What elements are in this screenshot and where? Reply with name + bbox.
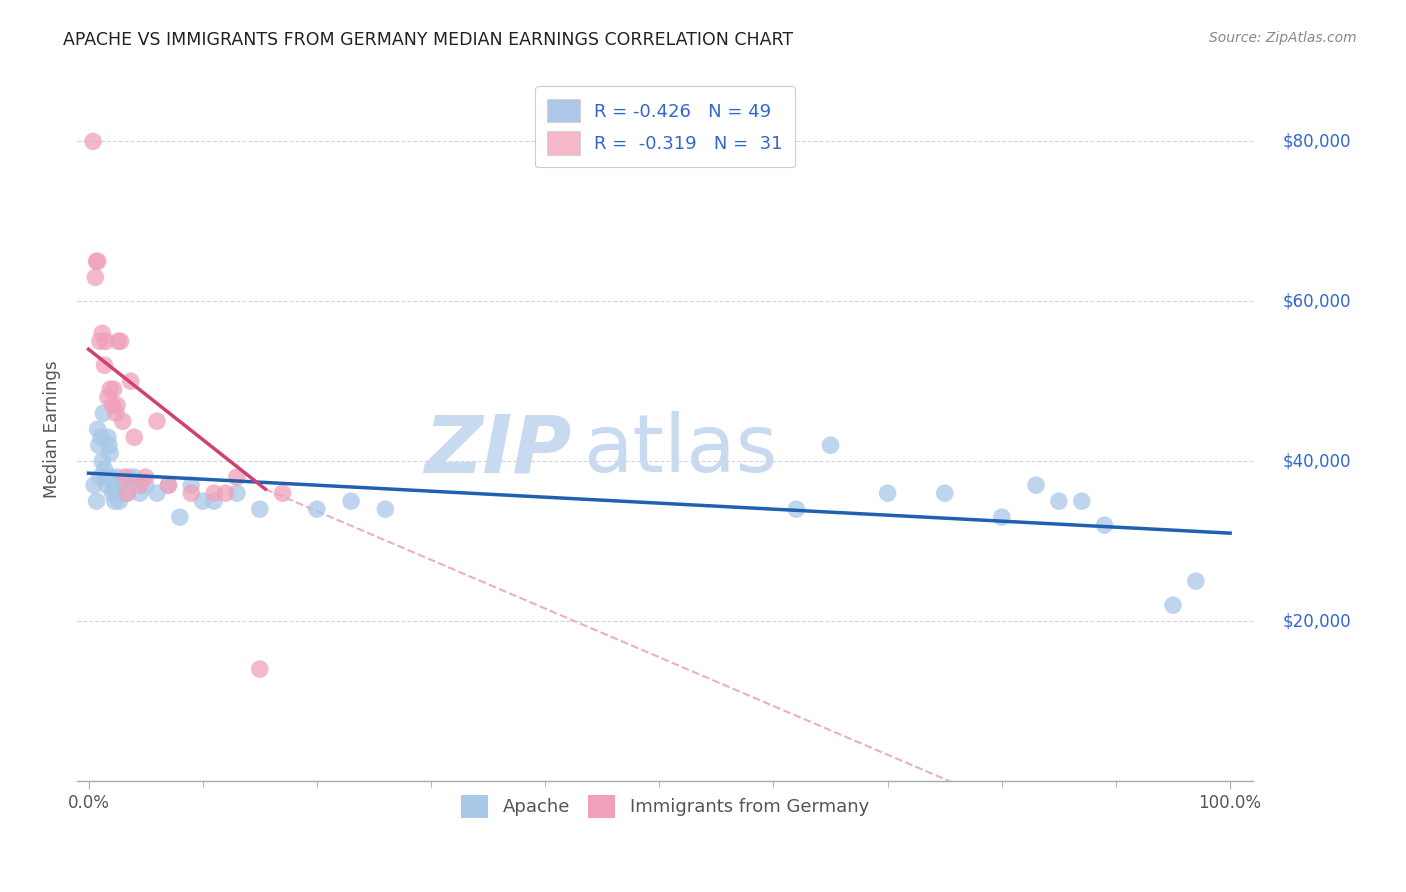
Point [86,254,108,268]
Point [1025,478,1047,492]
Point [103,478,125,492]
Text: $80,000: $80,000 [1282,132,1351,151]
Point [90,430,112,444]
Point [876,486,898,500]
Point [87,438,110,452]
Point [271,486,294,500]
Point [249,502,271,516]
Point [105,470,128,484]
Point [107,334,129,349]
Text: ZIP: ZIP [423,411,571,490]
Point [226,486,249,500]
Text: atlas: atlas [582,411,778,490]
Point [115,486,138,500]
Point [122,470,145,484]
Point [97,390,120,404]
Point [991,510,1014,524]
Point [86,494,108,508]
Y-axis label: Median Earnings: Median Earnings [44,360,60,498]
Point [122,430,145,444]
Point [374,502,396,516]
Point [91,454,114,468]
Text: Source: ZipAtlas.com: Source: ZipAtlas.com [1209,31,1357,45]
Point [114,470,136,484]
Point [104,486,127,500]
Text: APACHE VS IMMIGRANTS FROM GERMANY MEDIAN EARNINGS CORRELATION CHART: APACHE VS IMMIGRANTS FROM GERMANY MEDIAN… [63,31,793,49]
Point [93,462,115,476]
Point [83,478,105,492]
Point [89,334,111,349]
Text: $40,000: $40,000 [1282,452,1351,470]
Text: $20,000: $20,000 [1282,612,1351,630]
Point [111,414,134,428]
Point [117,486,139,500]
Point [135,470,157,484]
Point [1185,574,1208,588]
Point [226,470,249,484]
Point [101,398,124,412]
Point [101,486,124,500]
Point [146,414,169,428]
Point [934,486,956,500]
Point [180,478,202,492]
Point [94,470,117,484]
Point [105,398,128,412]
Point [169,510,191,524]
Point [104,406,127,420]
Point [97,430,120,444]
Point [110,334,132,349]
Point [118,470,141,484]
Point [202,494,225,508]
Point [111,478,134,492]
Point [785,502,807,516]
Point [202,486,225,500]
Point [305,502,328,516]
Point [191,494,214,508]
Point [180,486,202,500]
Point [108,494,131,508]
Point [128,486,150,500]
Point [86,254,108,268]
Point [96,478,118,492]
Point [146,486,169,500]
Point [104,494,127,508]
Point [82,135,104,149]
Point [98,438,121,452]
Point [86,422,108,436]
Legend: Apache, Immigrants from Germany: Apache, Immigrants from Germany [454,789,876,825]
Point [820,438,842,452]
Point [100,470,122,484]
Point [1094,518,1116,533]
Text: $60,000: $60,000 [1282,293,1351,310]
Point [98,382,121,396]
Point [135,478,157,492]
Point [91,326,114,341]
Point [1047,494,1070,508]
Point [157,478,180,492]
Point [128,478,150,492]
Point [340,494,363,508]
Point [93,406,115,420]
Point [103,382,125,396]
Point [157,478,180,492]
Point [1070,494,1092,508]
Point [120,374,142,388]
Point [249,662,271,676]
Point [93,358,115,372]
Point [84,270,107,285]
Point [89,470,111,484]
Point [98,446,121,460]
Point [214,486,236,500]
Point [94,334,117,349]
Point [1161,598,1184,612]
